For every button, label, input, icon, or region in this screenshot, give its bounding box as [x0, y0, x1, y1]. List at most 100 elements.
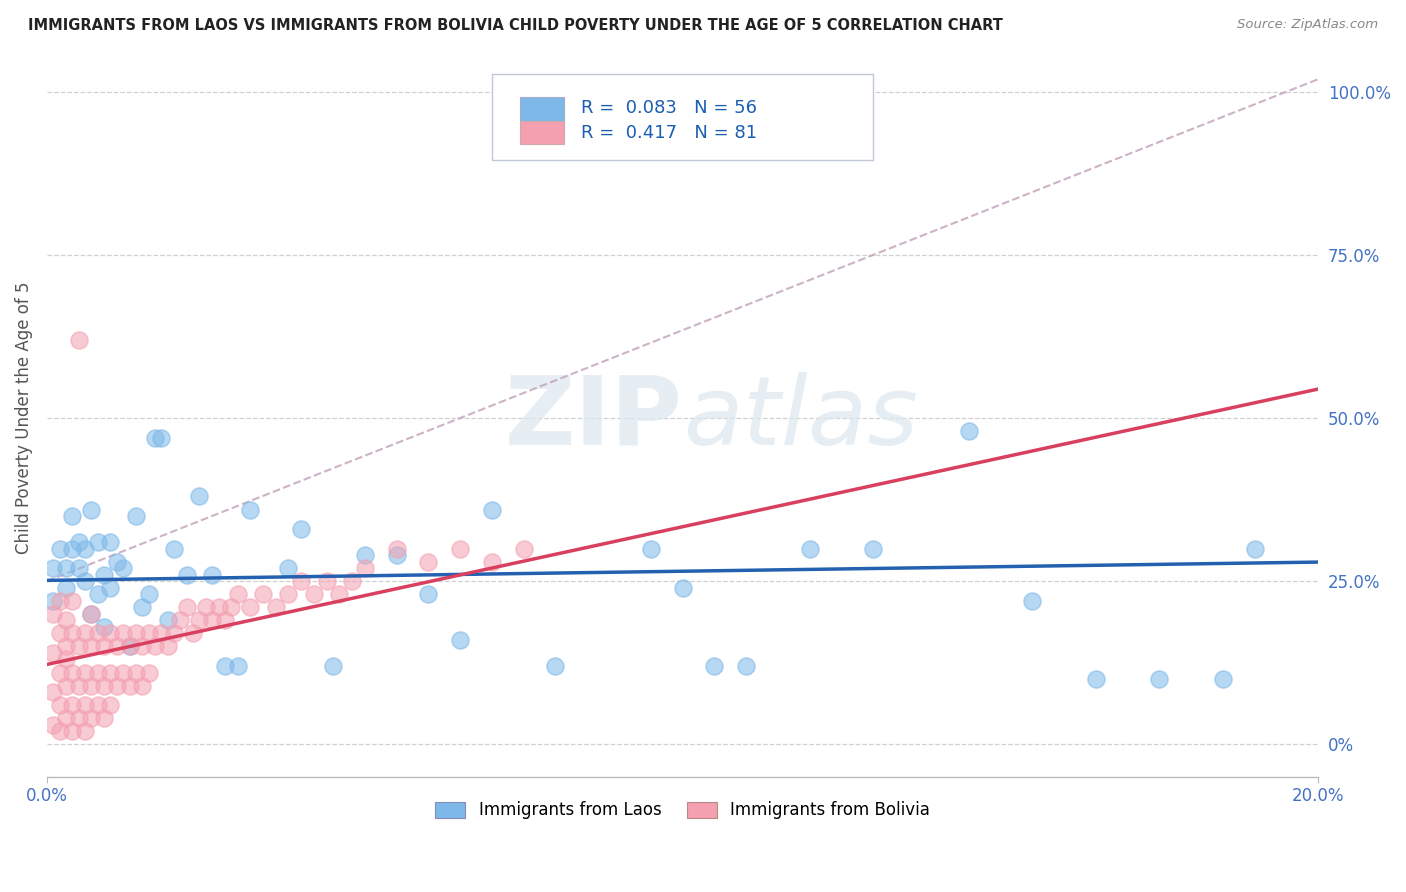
Text: R =  0.417   N = 81: R = 0.417 N = 81: [581, 124, 756, 142]
Point: [93, 711, 115, 725]
Point: [385, 541, 408, 556]
Point: [42, 594, 65, 608]
Point: [385, 548, 408, 562]
Point: [93, 567, 115, 582]
Point: [73, 698, 96, 713]
Point: [55, 640, 77, 654]
Text: IMMIGRANTS FROM LAOS VS IMMIGRANTS FROM BOLIVIA CHILD POVERTY UNDER THE AGE OF 5: IMMIGRANTS FROM LAOS VS IMMIGRANTS FROM …: [28, 18, 1002, 33]
Point: [143, 431, 166, 445]
Point: [290, 522, 312, 536]
Point: [671, 581, 693, 595]
Legend: Immigrants from Laos, Immigrants from Bolivia: Immigrants from Laos, Immigrants from Bo…: [429, 795, 936, 826]
Point: [188, 490, 211, 504]
Point: [60, 541, 83, 556]
Point: [252, 587, 274, 601]
Point: [100, 626, 122, 640]
Point: [118, 640, 141, 654]
Point: [156, 640, 179, 654]
Point: [226, 659, 249, 673]
Point: [73, 724, 96, 739]
Point: [105, 555, 128, 569]
Point: [105, 679, 128, 693]
Point: [100, 535, 122, 549]
Text: R =  0.083   N = 56: R = 0.083 N = 56: [581, 99, 756, 117]
Point: [42, 685, 65, 699]
Point: [1149, 672, 1171, 686]
Point: [138, 587, 160, 601]
Point: [67, 711, 90, 725]
Point: [93, 679, 115, 693]
Point: [418, 587, 440, 601]
Point: [125, 509, 148, 524]
Point: [80, 640, 103, 654]
Point: [481, 555, 503, 569]
Y-axis label: Child Poverty Under the Age of 5: Child Poverty Under the Age of 5: [15, 282, 32, 555]
Point: [143, 640, 166, 654]
Point: [277, 561, 299, 575]
Text: ZIP: ZIP: [505, 372, 682, 465]
Point: [87, 626, 110, 640]
Point: [640, 541, 662, 556]
Point: [118, 679, 141, 693]
Point: [42, 646, 65, 660]
Point: [55, 679, 77, 693]
Point: [131, 679, 153, 693]
Point: [100, 665, 122, 680]
Point: [1243, 541, 1265, 556]
Point: [48, 724, 70, 739]
Point: [80, 711, 103, 725]
Point: [328, 587, 350, 601]
Point: [340, 574, 363, 589]
Point: [55, 613, 77, 627]
Point: [60, 698, 83, 713]
Point: [799, 541, 821, 556]
Point: [87, 665, 110, 680]
Point: [125, 665, 148, 680]
Point: [1084, 672, 1107, 686]
Point: [112, 665, 135, 680]
Point: [67, 640, 90, 654]
Point: [163, 541, 186, 556]
Point: [100, 581, 122, 595]
Point: [73, 574, 96, 589]
Point: [48, 541, 70, 556]
FancyBboxPatch shape: [520, 97, 564, 120]
Point: [449, 632, 471, 647]
Point: [449, 541, 471, 556]
Point: [42, 561, 65, 575]
Point: [55, 581, 77, 595]
Text: Source: ZipAtlas.com: Source: ZipAtlas.com: [1237, 18, 1378, 31]
Point: [112, 561, 135, 575]
Point: [55, 711, 77, 725]
Point: [73, 665, 96, 680]
Point: [73, 541, 96, 556]
Point: [150, 626, 173, 640]
Point: [93, 620, 115, 634]
Point: [1212, 672, 1234, 686]
Point: [201, 567, 224, 582]
Point: [226, 587, 249, 601]
Point: [48, 594, 70, 608]
Point: [131, 640, 153, 654]
Point: [60, 665, 83, 680]
Point: [42, 607, 65, 621]
Point: [264, 600, 287, 615]
Point: [67, 561, 90, 575]
Point: [181, 626, 204, 640]
Point: [67, 679, 90, 693]
Point: [214, 659, 236, 673]
Point: [239, 600, 262, 615]
Point: [131, 600, 153, 615]
Point: [48, 626, 70, 640]
Point: [80, 502, 103, 516]
Point: [80, 607, 103, 621]
Point: [735, 659, 758, 673]
Point: [201, 613, 224, 627]
Point: [42, 717, 65, 731]
Point: [55, 561, 77, 575]
Point: [80, 607, 103, 621]
Point: [219, 600, 242, 615]
Point: [290, 574, 312, 589]
Point: [322, 659, 344, 673]
Point: [60, 594, 83, 608]
